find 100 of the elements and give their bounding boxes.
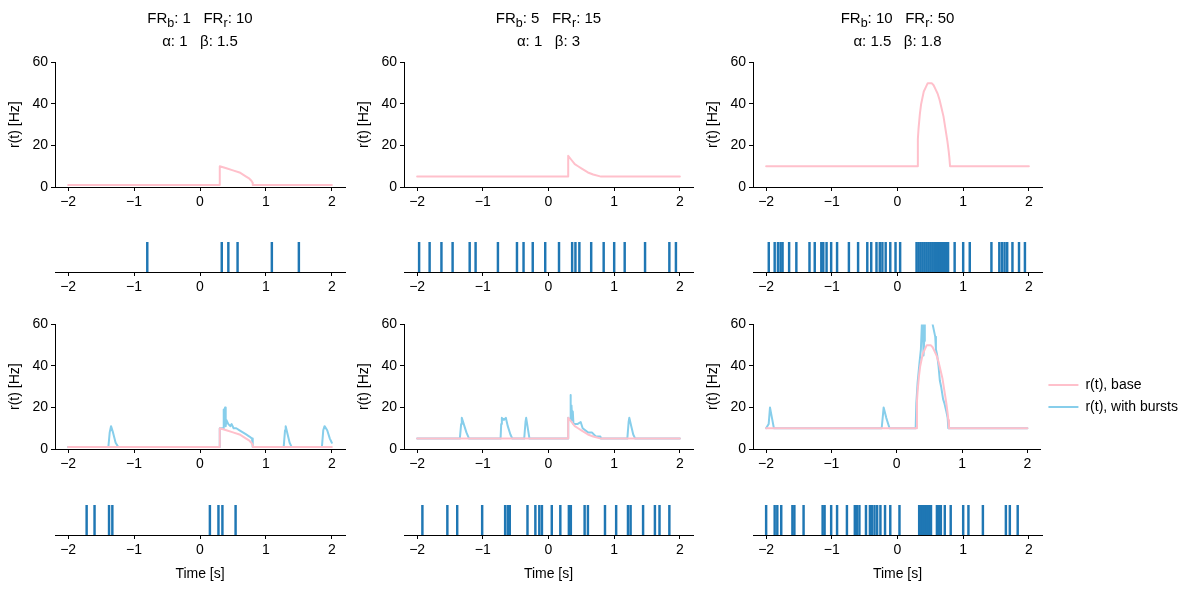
- x-tick-label: −2: [758, 541, 775, 558]
- x-tick-label: 1: [958, 455, 967, 472]
- x-tick-label: −1: [823, 193, 841, 210]
- y-tick-label: 20: [730, 398, 747, 415]
- x-tick-label: 2: [1024, 193, 1033, 210]
- x-tick-label: 0: [544, 193, 553, 210]
- x-axis-title: Time [s]: [175, 565, 225, 582]
- x-tick-label: 1: [959, 278, 968, 295]
- y-tick-label: 0: [389, 177, 398, 194]
- x-tick-label: 1: [610, 278, 619, 295]
- legend-label: r(t), base: [1085, 375, 1142, 392]
- x-tick-label: 2: [327, 541, 336, 558]
- x-tick-label: −1: [126, 278, 143, 295]
- x-tick-label: 0: [196, 278, 205, 295]
- x-tick-label: −1: [126, 193, 143, 210]
- y-tick-label: 40: [32, 356, 49, 373]
- x-tick-label: 1: [610, 541, 619, 558]
- x-tick-label: 1: [262, 455, 271, 472]
- x-tick-label: −2: [60, 455, 77, 472]
- x-tick-label: −1: [474, 278, 492, 295]
- x-tick-label: −2: [758, 193, 775, 210]
- x-tick-label: 2: [327, 455, 336, 472]
- x-tick-label: 0: [544, 278, 553, 295]
- y-axis-title: r(t) [Hz]: [355, 101, 372, 149]
- x-tick-label: −2: [60, 193, 77, 210]
- x-tick-label: 2: [1024, 278, 1033, 295]
- y-axis-title: r(t) [Hz]: [704, 101, 721, 149]
- x-tick-label: 0: [893, 193, 902, 210]
- x-tick-label: 2: [1023, 455, 1032, 472]
- x-tick-label: −1: [126, 455, 143, 472]
- y-tick-label: 0: [40, 439, 49, 456]
- x-tick-label: 0: [893, 278, 902, 295]
- chart-title: FR$_{b}$: 1 FR$_{r}$: 10: [147, 9, 253, 30]
- x-tick-label: 2: [327, 278, 336, 295]
- y-tick-label: 60: [381, 53, 398, 70]
- x-tick-label: 1: [262, 278, 271, 295]
- y-tick-label: 20: [381, 398, 398, 415]
- x-tick-label: 2: [675, 541, 684, 558]
- y-tick-label: 0: [40, 177, 49, 194]
- chart-subtitle: α: 1.5 β: 1.8: [852, 31, 943, 51]
- y-tick-label: 40: [730, 356, 747, 373]
- x-tick-label: 0: [196, 455, 205, 472]
- x-tick-label: 1: [959, 193, 968, 210]
- y-tick-label: 40: [32, 94, 49, 111]
- y-tick-label: 60: [730, 53, 747, 70]
- x-tick-label: 2: [675, 193, 684, 210]
- x-tick-label: 1: [610, 455, 619, 472]
- y-tick-label: 40: [381, 94, 398, 111]
- y-tick-label: 60: [32, 315, 49, 332]
- x-tick-label: −1: [126, 541, 143, 558]
- y-axis-title: r(t) [Hz]: [704, 363, 721, 411]
- x-tick-label: 1: [610, 193, 619, 210]
- x-tick-label: 0: [893, 541, 902, 558]
- x-tick-label: −1: [823, 455, 840, 472]
- x-tick-label: −2: [409, 455, 426, 472]
- chart-title: FR$_{b}$: 10 FR$_{r}$: 50: [840, 9, 955, 30]
- chart-title: FR$_{b}$: 5 FR$_{r}$: 15: [495, 9, 602, 30]
- x-tick-label: −2: [60, 278, 77, 295]
- x-tick-label: −2: [409, 193, 426, 210]
- y-tick-label: 60: [381, 315, 398, 332]
- y-tick-label: 60: [730, 315, 747, 332]
- x-tick-label: 0: [544, 541, 553, 558]
- y-axis-title: r(t) [Hz]: [6, 363, 23, 411]
- y-tick-label: 20: [381, 136, 398, 153]
- x-tick-label: −1: [474, 455, 492, 472]
- x-tick-label: 0: [196, 541, 205, 558]
- chart-subtitle: α: 1 β: 1.5: [161, 31, 239, 51]
- y-tick-label: 20: [730, 136, 747, 153]
- chart-subtitle: α: 1 β: 3: [515, 31, 582, 51]
- x-tick-label: −2: [758, 455, 775, 472]
- x-tick-label: 1: [262, 193, 271, 210]
- x-tick-label: 1: [959, 541, 968, 558]
- x-tick-label: −2: [758, 278, 775, 295]
- x-tick-label: 0: [544, 455, 553, 472]
- y-tick-label: 60: [32, 53, 49, 70]
- y-tick-label: 40: [381, 356, 398, 373]
- x-axis-title: Time [s]: [523, 565, 574, 582]
- y-tick-label: 20: [32, 136, 49, 153]
- y-tick-label: 0: [738, 177, 747, 194]
- x-tick-label: 0: [196, 193, 205, 210]
- y-tick-label: 40: [730, 94, 747, 111]
- x-tick-label: 0: [892, 455, 901, 472]
- x-tick-label: 2: [327, 193, 336, 210]
- legend-label: r(t), with bursts: [1085, 397, 1179, 414]
- y-axis-title: r(t) [Hz]: [355, 363, 372, 411]
- x-tick-label: −1: [823, 541, 841, 558]
- y-tick-label: 0: [738, 439, 747, 456]
- x-tick-label: −1: [474, 193, 492, 210]
- y-axis-title: r(t) [Hz]: [6, 101, 23, 149]
- x-tick-label: 2: [675, 455, 684, 472]
- x-tick-label: 2: [675, 278, 684, 295]
- x-tick-label: 1: [262, 541, 271, 558]
- x-tick-label: −1: [474, 541, 492, 558]
- x-tick-label: −2: [409, 541, 426, 558]
- x-axis-title: Time [s]: [872, 565, 923, 582]
- y-tick-label: 0: [389, 439, 398, 456]
- x-tick-label: 2: [1024, 541, 1033, 558]
- x-tick-label: −2: [60, 541, 77, 558]
- x-tick-label: −2: [409, 278, 426, 295]
- x-tick-label: −1: [823, 278, 841, 295]
